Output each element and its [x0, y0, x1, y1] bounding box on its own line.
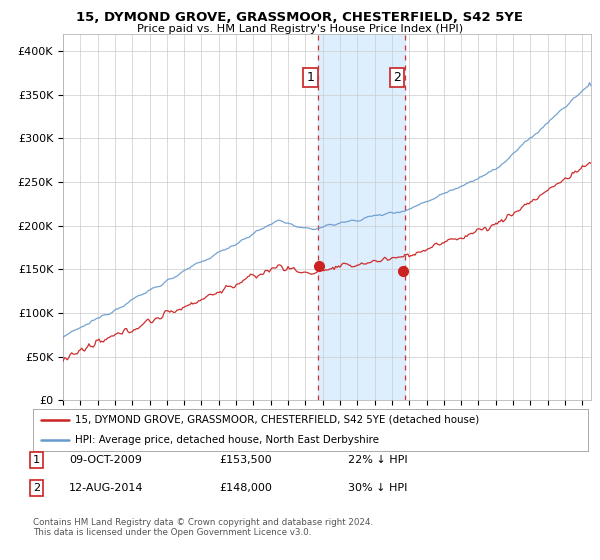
Text: 15, DYMOND GROVE, GRASSMOOR, CHESTERFIELD, S42 5YE: 15, DYMOND GROVE, GRASSMOOR, CHESTERFIEL…	[77, 11, 523, 24]
Text: 30% ↓ HPI: 30% ↓ HPI	[348, 483, 407, 493]
Text: £153,500: £153,500	[219, 455, 272, 465]
Text: 22% ↓ HPI: 22% ↓ HPI	[348, 455, 407, 465]
Text: 1: 1	[33, 455, 40, 465]
Text: 2: 2	[393, 71, 401, 84]
Bar	[319, 34, 405, 400]
Text: Contains HM Land Registry data © Crown copyright and database right 2024.
This d: Contains HM Land Registry data © Crown c…	[33, 518, 373, 538]
Text: 2: 2	[33, 483, 40, 493]
Text: HPI: Average price, detached house, North East Derbyshire: HPI: Average price, detached house, Nort…	[74, 435, 379, 445]
Text: 15, DYMOND GROVE, GRASSMOOR, CHESTERFIELD, S42 5YE (detached house): 15, DYMOND GROVE, GRASSMOOR, CHESTERFIEL…	[74, 415, 479, 424]
Text: £148,000: £148,000	[219, 483, 272, 493]
Text: 1: 1	[307, 71, 314, 84]
Text: 12-AUG-2014: 12-AUG-2014	[69, 483, 143, 493]
Text: Price paid vs. HM Land Registry's House Price Index (HPI): Price paid vs. HM Land Registry's House …	[137, 24, 463, 34]
Text: 09-OCT-2009: 09-OCT-2009	[69, 455, 142, 465]
